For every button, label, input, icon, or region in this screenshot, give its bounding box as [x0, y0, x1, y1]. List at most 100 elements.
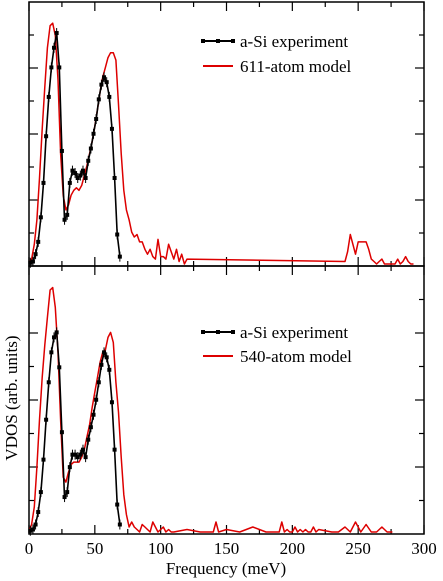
top-experiment-point	[36, 239, 41, 244]
bottom-experiment-point	[88, 425, 93, 430]
top-experiment-point	[33, 252, 38, 257]
top-series-line-model	[28, 22, 414, 265]
top-experiment-point	[75, 176, 80, 180]
top-experiment-point	[117, 254, 122, 259]
y-axis-title: VDOS (arb. units)	[2, 335, 21, 460]
top-legend-experiment-marker	[231, 39, 235, 43]
top-experiment-point	[109, 126, 114, 131]
top-panel: a-Si experiment 611-atom model	[28, 1, 425, 268]
x-tick-label: 300	[411, 539, 437, 558]
x-tick-label: 250	[345, 539, 371, 558]
top-experiment-point	[73, 171, 78, 176]
bottom-experiment-point	[86, 437, 91, 442]
x-tick-label: 100	[148, 539, 174, 558]
bottom-experiment-point	[96, 380, 101, 385]
bottom-experiment-point	[112, 447, 117, 452]
x-tick-labels: 0 50 100 150 200 250 300	[25, 539, 437, 558]
bottom-legend-experiment-marker	[201, 330, 205, 334]
top-experiment-point	[112, 176, 117, 180]
top-experiment-point	[59, 148, 64, 153]
bottom-experiment-point	[49, 350, 54, 355]
bottom-experiment-point	[70, 452, 75, 457]
bottom-experiment-point	[46, 380, 51, 385]
bottom-experiment-point	[41, 457, 46, 462]
top-experiment-point	[49, 65, 54, 70]
bottom-experiment-point	[54, 330, 59, 335]
bottom-experiment-point	[67, 465, 72, 470]
top-experiment-point	[44, 134, 49, 139]
top-series-group	[28, 22, 414, 268]
top-experiment-point	[94, 117, 99, 122]
bottom-legend-experiment-marker	[231, 330, 235, 334]
top-series-line-experiment	[29, 32, 121, 264]
x-tick-label: 0	[25, 539, 34, 558]
top-experiment-point	[57, 65, 62, 70]
top-experiment-point	[41, 180, 46, 185]
top-experiment-point	[99, 82, 104, 87]
bottom-panel: a-Si experiment 540-atom model	[28, 265, 425, 536]
top-experiment-point	[104, 80, 109, 85]
top-experiment-point	[115, 232, 120, 237]
top-experiment-point	[102, 75, 107, 80]
top-legend: a-Si experiment 611-atom model	[201, 32, 352, 76]
bottom-experiment-point	[33, 522, 38, 527]
top-experiment-point	[65, 212, 70, 217]
top-experiment-point	[62, 217, 67, 222]
top-experiment-point	[78, 173, 83, 178]
top-experiment-point	[38, 215, 43, 220]
top-experiment-point	[91, 131, 96, 136]
bottom-experiment-point	[57, 365, 62, 370]
top-experiment-point	[70, 168, 75, 173]
top-axis-ticks	[28, 2, 425, 266]
top-legend-experiment-label: a-Si experiment	[240, 32, 348, 51]
top-experiment-point	[83, 176, 88, 180]
x-axis-title: Frequency (meV)	[166, 559, 286, 578]
top-experiment-point	[30, 259, 35, 264]
bottom-experiment-point	[107, 367, 112, 372]
bottom-experiment-point	[65, 490, 70, 495]
x-tick-label: 50	[86, 539, 103, 558]
bottom-experiment-point	[94, 397, 99, 402]
bottom-experiment-point	[115, 502, 120, 507]
top-experiment-point	[46, 94, 51, 99]
bottom-experiment-point	[83, 455, 88, 460]
bottom-experiment-point	[109, 400, 114, 405]
bottom-experiment-point	[73, 452, 78, 457]
top-experiment-point	[28, 260, 33, 265]
bottom-experiment-point	[44, 417, 49, 422]
top-legend-experiment-marker	[216, 39, 220, 43]
bottom-experiment-point	[104, 355, 109, 360]
bottom-experiment-point	[36, 510, 41, 515]
bottom-plot-frame	[28, 265, 425, 535]
x-tick-label: 200	[280, 539, 306, 558]
top-experiment-point	[86, 158, 91, 163]
bottom-legend: a-Si experiment 540-atom model	[201, 323, 352, 366]
x-tick-label: 150	[214, 539, 240, 558]
bottom-experiment-point	[52, 335, 57, 340]
top-legend-model-label: 611-atom model	[240, 57, 352, 76]
top-experiment-point	[67, 180, 72, 185]
top-experiment-point	[80, 168, 85, 173]
top-experiment-point	[88, 146, 93, 151]
bottom-experiment-point	[80, 447, 85, 452]
bottom-axis-ticks	[28, 266, 425, 534]
top-experiment-point	[107, 94, 112, 99]
top-experiment-point	[54, 31, 59, 36]
bottom-experiment-point	[59, 430, 64, 435]
bottom-experiment-point	[117, 522, 122, 527]
top-legend-experiment-marker	[201, 39, 205, 43]
bottom-experiment-point	[30, 527, 35, 532]
top-experiment-point	[52, 45, 57, 50]
bottom-experiment-point	[38, 490, 43, 495]
bottom-experiment-point	[62, 495, 67, 500]
bottom-experiment-point	[75, 455, 80, 460]
bottom-legend-experiment-marker	[216, 330, 220, 334]
bottom-legend-experiment-label: a-Si experiment	[240, 323, 348, 342]
bottom-experiment-point	[78, 452, 83, 457]
bottom-legend-model-label: 540-atom model	[240, 347, 352, 366]
bottom-experiment-point	[28, 528, 33, 533]
bottom-series-group	[28, 286, 393, 536]
bottom-experiment-point	[91, 412, 96, 417]
bottom-experiment-point	[99, 362, 104, 367]
